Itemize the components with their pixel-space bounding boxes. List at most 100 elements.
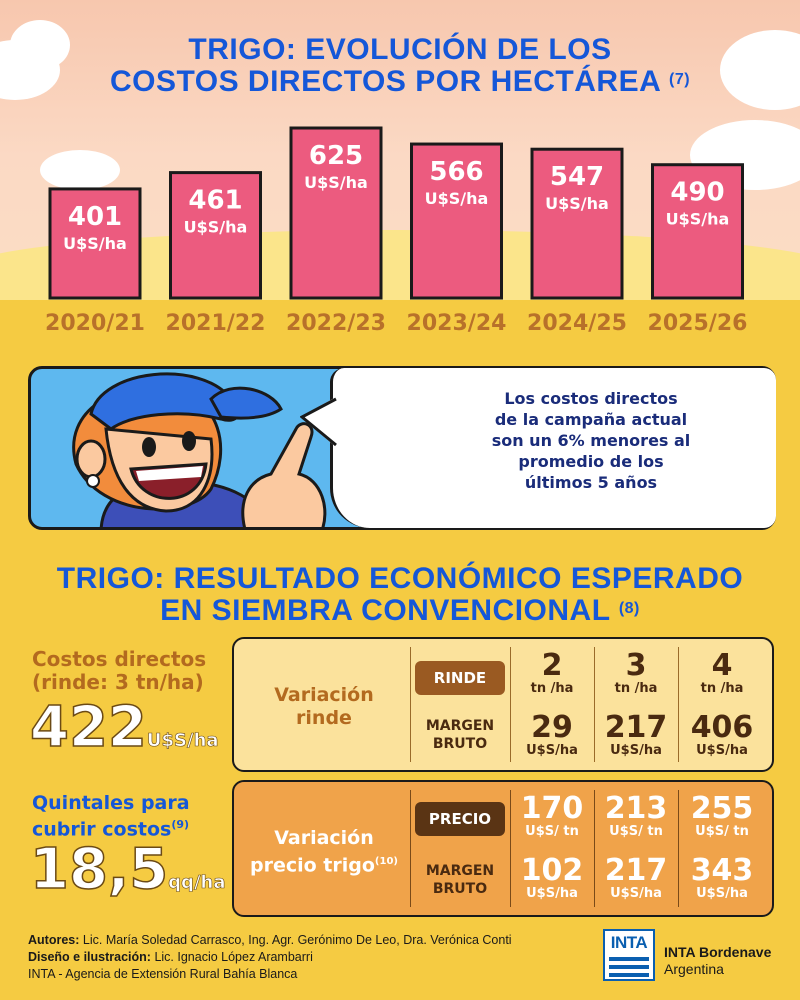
precio-cell-top: 255 U$S/ tn <box>690 791 754 840</box>
org-line2: Argentina <box>664 961 724 977</box>
credits-design: Diseño e ilustración: Lic. Ignacio López… <box>28 950 313 964</box>
logo-stripe <box>609 957 649 961</box>
bar-value-label: 490 <box>670 178 724 208</box>
precio-cell-top: 170 U$S/ tn <box>520 791 584 840</box>
bar-2025/26 <box>651 163 744 300</box>
margin-label-line2: BRUTO <box>432 881 488 897</box>
divider <box>510 647 511 762</box>
cloud-right <box>720 30 800 110</box>
chart-title-line1: TRIGO: EVOLUCIÓN DE LOS <box>188 33 612 66</box>
table-precio-note: (10) <box>374 856 398 867</box>
rinde-cell-top: 4 tn /ha <box>700 648 744 697</box>
cloud-mid <box>40 150 120 190</box>
chart-title-line2: COSTOS DIRECTOS POR HECTÁREA (7) <box>109 65 691 98</box>
precio-cell-bottom: 102 U$S/ha <box>520 853 584 902</box>
cost-bar-chart: 401 U$S/ha 2020/21 461 U$S/ha 2021/22 625 U$S/h… <box>45 126 747 336</box>
bar-2024/25 <box>530 147 624 300</box>
bar-unit-label: U$S/ha <box>666 210 730 229</box>
bubble-line: de la campaña actual <box>494 410 688 429</box>
bar-2021/22 <box>169 171 262 300</box>
bar-2022/23 <box>289 126 383 300</box>
costs-label-line1: Costos directos <box>32 647 207 671</box>
section2-title: TRIGO: RESULTADO ECONÓMICO ESPERADO EN S… <box>0 563 800 627</box>
section2-title-line2: EN SIEMBRA CONVENCIONAL (8) <box>160 594 640 627</box>
costs-label: Costos directos (rinde: 3 tn/ha) <box>32 648 206 694</box>
bar-value-label: 566 <box>429 157 483 187</box>
precio-cell-bottom: 343 U$S/ha <box>690 853 754 902</box>
x-tick-label: 2024/25 <box>527 311 627 336</box>
bar-value-label: 401 <box>68 202 122 232</box>
org-line1: INTA Bordenave <box>664 944 772 960</box>
bubble-line: son un 6% menores al <box>491 431 691 450</box>
bubble-line: Los costos directos <box>504 389 678 408</box>
rinde-cell-bottom: 217 U$S/ha <box>604 710 668 759</box>
chart-title: TRIGO: EVOLUCIÓN DE LOS COSTOS DIRECTOS … <box>0 34 800 98</box>
divider <box>678 647 679 762</box>
quintales-note: (9) <box>171 818 190 831</box>
character-illustration <box>72 372 327 527</box>
bubble-line: promedio de los <box>518 452 664 471</box>
table-precio-label-line1: Variación <box>274 827 374 849</box>
quintales-label-line1: Quintales para <box>32 792 190 814</box>
divider <box>410 647 411 762</box>
cloud-left-2 <box>10 20 70 70</box>
divider <box>510 790 511 907</box>
logo-stripe <box>609 965 649 969</box>
speech-bubble-tail <box>300 397 337 447</box>
inta-logo-text: INTA <box>610 933 648 952</box>
costs-value: 422U$S/ha <box>29 695 219 760</box>
precio-pill: PRECIO <box>415 802 505 836</box>
quintales-label: Quintales para cubrir costos(9) <box>32 792 190 840</box>
quintales-label-line2: cubrir costos(9) <box>32 818 190 841</box>
margin-label-line2: BRUTO <box>432 736 488 752</box>
bar-unit-label: U$S/ha <box>425 189 489 208</box>
rinde-cell-top: 3 tn /ha <box>614 648 658 697</box>
precio-cell-bottom: 217 U$S/ha <box>604 853 668 902</box>
margin-label: MARGEN BRUTO <box>415 862 505 898</box>
bar-unit-label: U$S/ha <box>545 194 609 213</box>
section2-title-note: (8) <box>618 600 640 617</box>
bubble-line: últimos 5 años <box>524 473 658 492</box>
bar-unit-label: U$S/ha <box>63 234 127 253</box>
costs-unit: U$S/ha <box>146 730 219 752</box>
quintales-value: 18,5qq/ha <box>29 837 226 902</box>
x-tick-label: 2021/22 <box>166 311 266 336</box>
logo-stripe <box>609 973 649 977</box>
x-tick-label: 2022/23 <box>286 311 386 336</box>
x-tick-label: 2023/24 <box>407 311 507 336</box>
bar-unit-label: U$S/ha <box>304 173 368 192</box>
credits-agency: INTA - Agencia de Extensión Rural Bahía … <box>28 967 298 981</box>
divider <box>594 790 595 907</box>
chart-title-note: (7) <box>668 71 691 88</box>
bar-2020/21 <box>48 187 142 300</box>
quintales-unit: qq/ha <box>168 872 226 894</box>
table-rinde-label-line1: Variación <box>274 684 374 706</box>
precio-cell-top: 213 U$S/ tn <box>604 791 668 840</box>
inta-logo: INTA <box>603 929 655 981</box>
rinde-cell-bottom: 29 U$S/ha <box>526 710 578 759</box>
credits-authors: Autores: Lic. María Soledad Carrasco, In… <box>28 933 512 947</box>
table-precio-label: Variación precio trigo(10) <box>234 827 414 877</box>
margin-label-line1: MARGEN <box>425 718 495 734</box>
table-precio-label-line2: precio trigo(10) <box>250 854 398 877</box>
margin-label: MARGEN BRUTO <box>415 717 505 753</box>
divider <box>410 790 411 907</box>
org-name: INTA Bordenave Argentina <box>664 944 771 978</box>
divider <box>678 790 679 907</box>
table-rinde-label: Variación rinde <box>234 684 414 730</box>
bar-unit-label: U$S/ha <box>184 218 248 237</box>
divider <box>594 647 595 762</box>
speech-bubble-text: Los costos directos de la campaña actual… <box>466 388 716 493</box>
table-rinde: Variación rinde RINDE MARGEN BRUTO 2 tn /… <box>232 637 774 772</box>
margin-label-line1: MARGEN <box>425 863 495 879</box>
bar-value-label: 625 <box>309 141 363 171</box>
section2-title-line1: TRIGO: RESULTADO ECONÓMICO ESPERADO <box>56 562 744 595</box>
rinde-cell-bottom: 406 U$S/ha <box>690 710 754 759</box>
bar-value-label: 461 <box>188 186 242 216</box>
costs-label-line2: (rinde: 3 tn/ha) <box>32 670 204 694</box>
table-rinde-label-line2: rinde <box>296 707 352 729</box>
credits: Autores: Lic. María Soledad Carrasco, In… <box>28 932 512 983</box>
speech-bubble <box>330 368 776 528</box>
rinde-pill: RINDE <box>415 661 505 695</box>
x-tick-label: 2020/21 <box>45 311 145 336</box>
